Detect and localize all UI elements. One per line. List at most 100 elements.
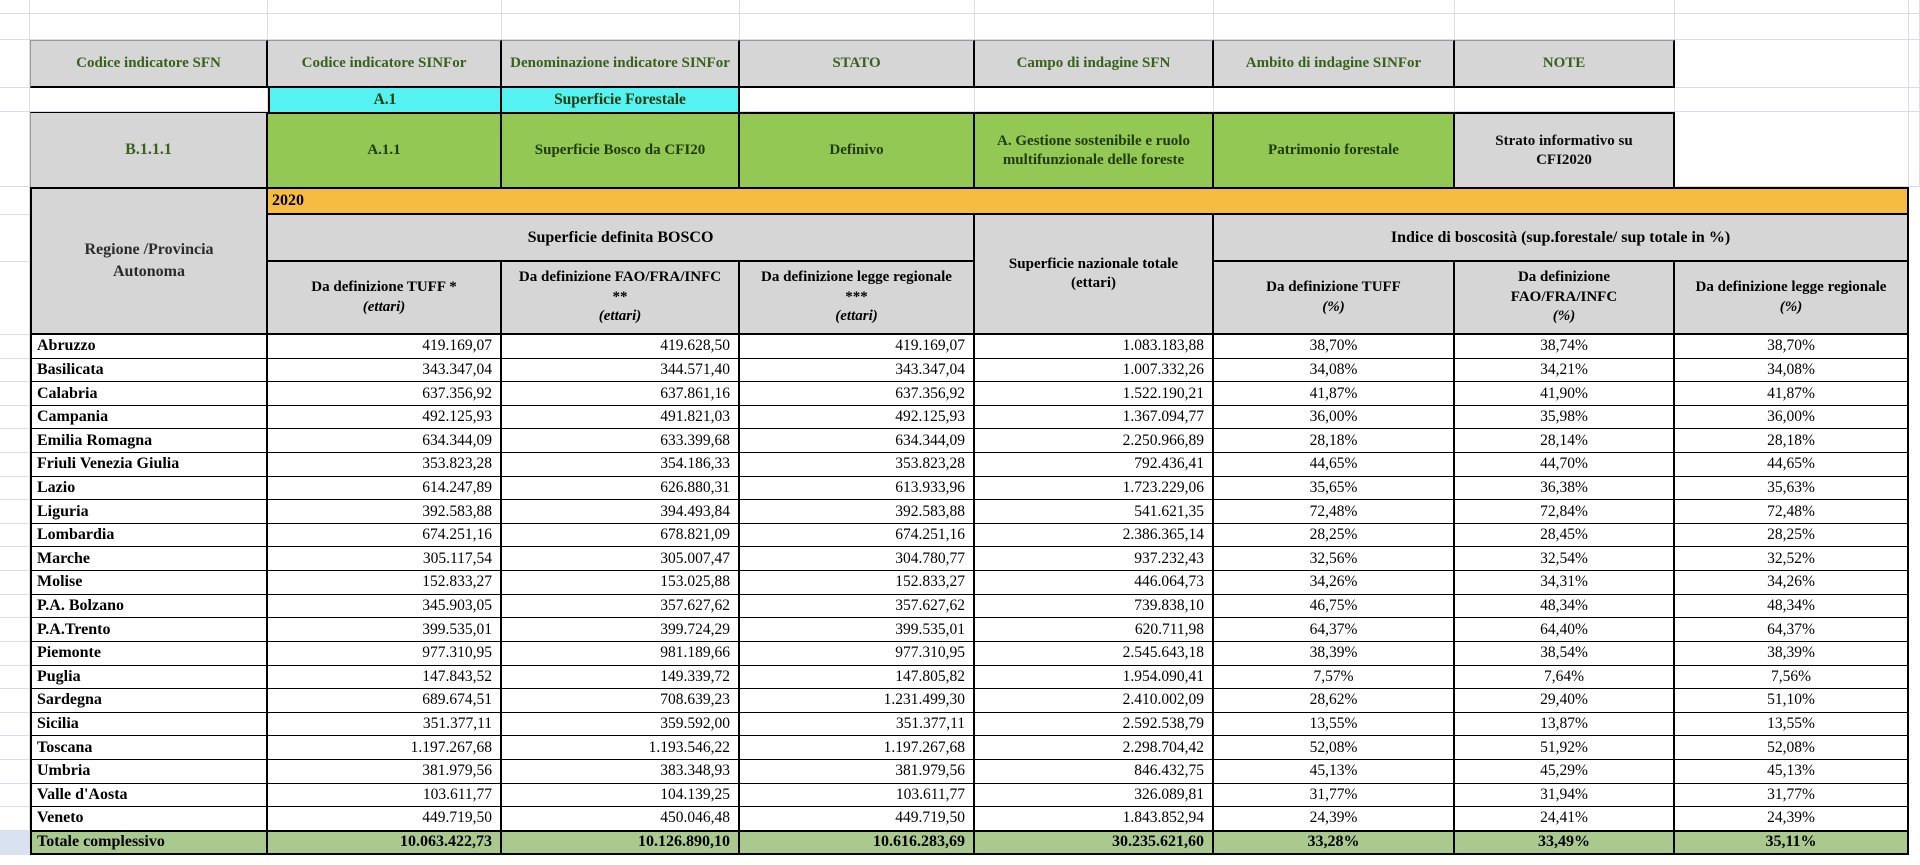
cell-tuff-ettari[interactable]: 419.169,07 [268, 335, 502, 359]
grid-cell[interactable] [0, 262, 30, 335]
col-header-codice-sfn[interactable]: Codice indicatore SFN [30, 40, 268, 88]
cell-legge-ettari[interactable]: 353.823,28 [740, 453, 975, 477]
grid-cell[interactable] [1909, 0, 1920, 14]
cell-fao-ettari[interactable]: 104.139,25 [502, 783, 740, 808]
cell-nazionale-ettari[interactable]: 2.298.704,42 [975, 736, 1214, 760]
grid-cell[interactable] [0, 335, 30, 359]
indicator-stato-cell[interactable]: Definivo [740, 112, 975, 187]
cell-tuff-ettari[interactable]: 674.251,16 [268, 523, 502, 548]
cell-legge-pct[interactable]: 64,37% [1675, 618, 1909, 642]
cell-legge-pct[interactable]: 44,65% [1675, 453, 1909, 477]
cell-legge-ettari-total[interactable]: 10.616.283,69 [740, 830, 975, 855]
cell-tuff-pct[interactable]: 35,65% [1214, 476, 1455, 501]
grid-cell[interactable] [502, 0, 740, 14]
grid-cell[interactable] [0, 594, 30, 619]
year-band[interactable]: 2020 [268, 187, 1909, 215]
cell-fao-ettari[interactable]: 344.571,40 [502, 358, 740, 383]
grid-cell[interactable] [740, 14, 975, 40]
cell-fao-pct[interactable]: 32,54% [1455, 547, 1675, 572]
cell-region[interactable]: Veneto [30, 807, 268, 831]
grid-cell[interactable] [1455, 88, 1675, 112]
cell-fao-pct[interactable]: 13,87% [1455, 712, 1675, 737]
cell-legge-pct[interactable]: 72,48% [1675, 500, 1909, 524]
indicator-campo-cell[interactable]: A. Gestione sostenibile e ruolo multifun… [975, 112, 1214, 187]
cell-tuff-ettari[interactable]: 381.979,56 [268, 759, 502, 784]
cell-nazionale-ettari[interactable]: 2.410.002,09 [975, 689, 1214, 713]
cell-fao-ettari[interactable]: 153.025,88 [502, 571, 740, 595]
cell-fao-pct[interactable]: 41,90% [1455, 382, 1675, 406]
cell-region[interactable]: Calabria [30, 382, 268, 406]
grid-cell[interactable] [268, 0, 502, 14]
grid-cell[interactable] [0, 112, 30, 187]
grid-cell[interactable] [0, 405, 30, 430]
grid-cell[interactable] [0, 215, 30, 262]
cell-nazionale-ettari[interactable]: 937.232,43 [975, 547, 1214, 572]
cell-fao-pct-total[interactable]: 33,49% [1455, 830, 1675, 855]
grid-cell[interactable] [0, 547, 30, 572]
cell-fao-pct[interactable]: 36,38% [1455, 476, 1675, 501]
cell-nazionale-ettari[interactable]: 739.838,10 [975, 594, 1214, 619]
grid-cell[interactable] [30, 0, 268, 14]
cell-nazionale-ettari[interactable]: 1.083.183,88 [975, 335, 1214, 359]
cell-region[interactable]: P.A.Trento [30, 618, 268, 642]
cell-fao-pct[interactable]: 28,45% [1455, 523, 1675, 548]
col-header-stato[interactable]: STATO [740, 40, 975, 88]
cell-nazionale-ettari[interactable]: 792.436,41 [975, 453, 1214, 477]
cell-fao-pct[interactable]: 44,70% [1455, 453, 1675, 477]
cell-region[interactable]: Emilia Romagna [30, 429, 268, 454]
grid-cell[interactable] [0, 476, 30, 501]
grid-cell[interactable] [0, 571, 30, 595]
col-header-denominazione-sinfor[interactable]: Denominazione indicatore SINFor [502, 40, 740, 88]
cell-tuff-ettari[interactable]: 353.823,28 [268, 453, 502, 477]
cell-nazionale-ettari[interactable]: 2.386.365,14 [975, 523, 1214, 548]
cell-tuff-pct-total[interactable]: 33,28% [1214, 830, 1455, 855]
col-header-fao-pct[interactable]: Da definizione FAO/FRA/INFC (%) [1455, 262, 1675, 335]
col-header-tuff-pct[interactable]: Da definizione TUFF (%) [1214, 262, 1455, 335]
cell-fao-ettari[interactable]: 491.821,03 [502, 405, 740, 430]
cell-fao-ettari[interactable]: 626.880,31 [502, 476, 740, 501]
grid-cell[interactable] [0, 736, 30, 760]
cell-fao-pct[interactable]: 31,94% [1455, 783, 1675, 808]
cell-legge-pct[interactable]: 52,08% [1675, 736, 1909, 760]
cell-tuff-ettari[interactable]: 305.117,54 [268, 547, 502, 572]
cell-region[interactable]: Puglia [30, 665, 268, 690]
grid-cell[interactable] [1909, 14, 1920, 40]
cell-legge-ettari[interactable]: 674.251,16 [740, 523, 975, 548]
cell-tuff-ettari[interactable]: 343.347,04 [268, 358, 502, 383]
cell-nazionale-ettari[interactable]: 1.843.852,94 [975, 807, 1214, 831]
cell-fao-pct[interactable]: 72,84% [1455, 500, 1675, 524]
cell-tuff-pct[interactable]: 32,56% [1214, 547, 1455, 572]
cell-legge-ettari[interactable]: 399.535,01 [740, 618, 975, 642]
grid-cell[interactable] [1214, 0, 1455, 14]
cell-tuff-pct[interactable]: 46,75% [1214, 594, 1455, 619]
cell-nazionale-ettari[interactable]: 1.007.332,26 [975, 358, 1214, 383]
indicator-group-code-cell[interactable]: A.1 [268, 88, 502, 112]
grid-cell[interactable] [0, 759, 30, 784]
grid-cell[interactable] [740, 88, 975, 112]
cell-region[interactable]: Toscana [30, 736, 268, 760]
cell-legge-pct[interactable]: 34,08% [1675, 358, 1909, 383]
cell-fao-ettari[interactable]: 354.186,33 [502, 453, 740, 477]
cell-legge-pct[interactable]: 28,25% [1675, 523, 1909, 548]
cell-fao-ettari[interactable]: 450.046,48 [502, 807, 740, 831]
cell-fao-pct[interactable]: 38,54% [1455, 641, 1675, 666]
col-header-campo-sfn[interactable]: Campo di indagine SFN [975, 40, 1214, 88]
cell-tuff-ettari[interactable]: 351.377,11 [268, 712, 502, 737]
cell-region[interactable]: Basilicata [30, 358, 268, 383]
cell-legge-ettari[interactable]: 147.805,82 [740, 665, 975, 690]
col-header-tuff-ettari[interactable]: Da definizione TUFF * (ettari) [268, 262, 502, 335]
cell-region[interactable]: P.A. Bolzano [30, 594, 268, 619]
cell-legge-pct[interactable]: 45,13% [1675, 759, 1909, 784]
cell-region[interactable]: Molise [30, 571, 268, 595]
cell-fao-pct[interactable]: 34,31% [1455, 571, 1675, 595]
col-header-fao-ettari[interactable]: Da definizione FAO/FRA/INFC ** (ettari) [502, 262, 740, 335]
grid-cell[interactable] [502, 14, 740, 40]
cell-nazionale-ettari[interactable]: 846.432,75 [975, 759, 1214, 784]
row-highlight-cell[interactable] [0, 830, 30, 855]
cell-fao-pct[interactable]: 29,40% [1455, 689, 1675, 713]
cell-region-total[interactable]: Totale complessivo [30, 830, 268, 855]
cell-tuff-ettari[interactable]: 399.535,01 [268, 618, 502, 642]
indicator-note-cell[interactable]: Strato informativo su CFI2020 [1455, 112, 1675, 187]
cell-tuff-pct[interactable]: 38,70% [1214, 335, 1455, 359]
grid-cell[interactable] [0, 807, 30, 831]
